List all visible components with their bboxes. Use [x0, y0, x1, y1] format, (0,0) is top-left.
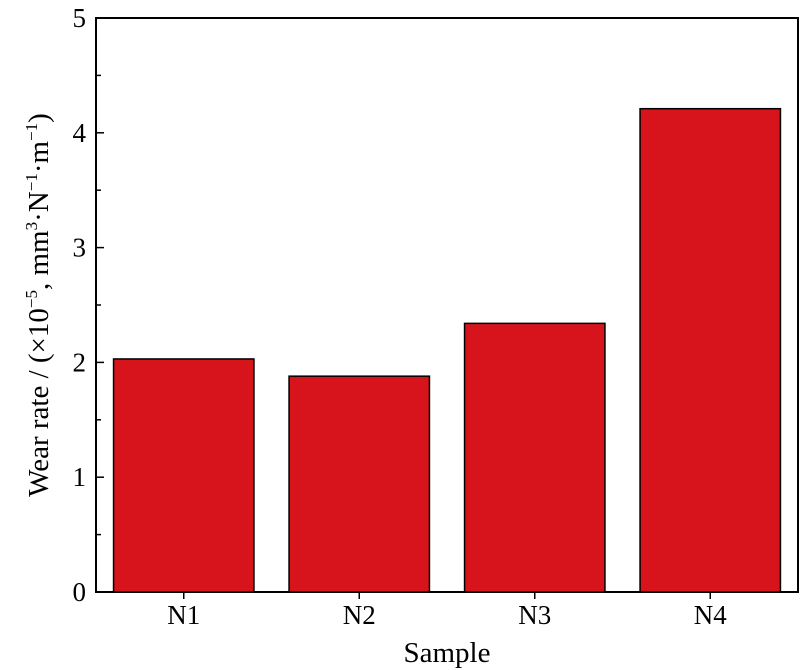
bar-n4	[639, 107, 782, 593]
y-tick-label: 5	[73, 3, 87, 33]
y-tick-label: 3	[73, 233, 87, 263]
x-tick-label: N3	[518, 600, 551, 630]
y-axis-ticks: 0 1 2 3 4 5	[73, 3, 104, 607]
x-axis-ticks: N1 N2 N3 N4	[167, 592, 727, 630]
y-axis-label: Wear rate / (×10−5, mm3·N−1·m−1)	[22, 113, 55, 497]
bar-n1	[112, 358, 255, 593]
x-axis-label: Sample	[404, 637, 491, 669]
x-tick-label: N2	[343, 600, 376, 630]
y-tick-label: 0	[73, 577, 87, 607]
y-tick-label: 4	[73, 118, 87, 148]
y-tick-label: 1	[73, 462, 87, 492]
bars-group	[112, 107, 782, 593]
bar-n3	[463, 322, 606, 593]
x-tick-label: N4	[694, 600, 727, 630]
bar-n2	[288, 375, 431, 593]
y-tick-label: 2	[73, 347, 87, 377]
x-tick-label: N1	[167, 600, 200, 630]
